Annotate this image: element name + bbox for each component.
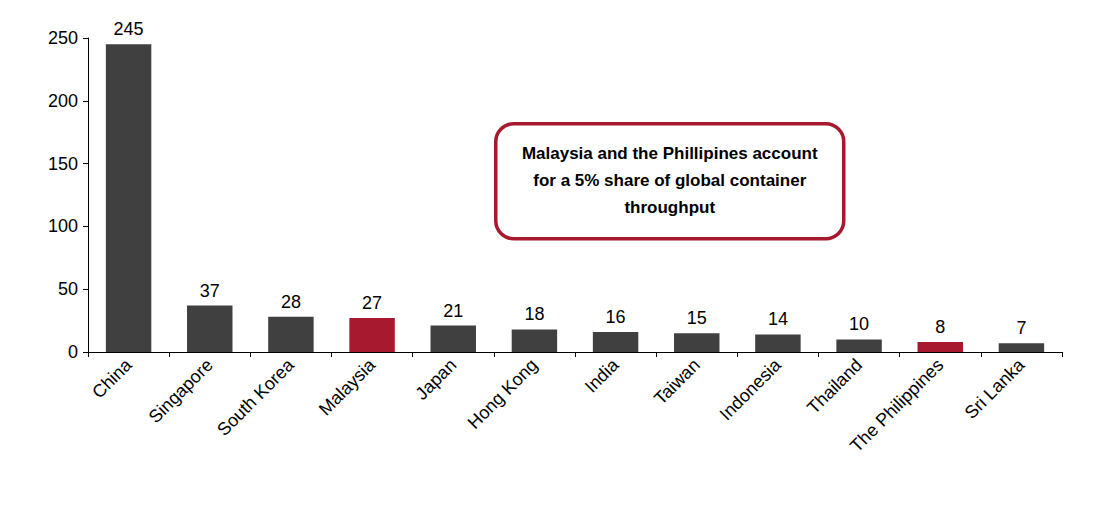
svg-text:South Korea: South Korea [213,355,298,440]
svg-text:200: 200 [48,91,78,111]
svg-text:0: 0 [68,342,78,362]
svg-text:China: China [88,355,135,402]
svg-text:Taiwan: Taiwan [650,355,704,409]
svg-text:14: 14 [768,309,788,329]
svg-text:8: 8 [935,317,945,337]
svg-text:50: 50 [58,279,78,299]
svg-text:7: 7 [1016,318,1026,338]
svg-text:Singapore: Singapore [145,355,217,427]
svg-text:28: 28 [281,292,301,312]
svg-text:Japan: Japan [412,355,461,404]
svg-text:throughput: throughput [624,198,715,217]
svg-text:Indonesia: Indonesia [716,355,785,424]
svg-text:The Philippines: The Philippines [846,355,947,456]
svg-text:250: 250 [48,28,78,48]
svg-text:150: 150 [48,154,78,174]
svg-text:18: 18 [524,304,544,324]
svg-text:245: 245 [114,19,144,39]
svg-text:16: 16 [606,307,626,327]
svg-text:Malaysia and the Phillipines a: Malaysia and the Phillipines account [522,144,818,163]
svg-text:15: 15 [687,308,707,328]
svg-text:Malaysia: Malaysia [315,355,379,419]
svg-text:10: 10 [849,314,869,334]
svg-text:for a 5% share of global conta: for a 5% share of global container [529,171,811,190]
svg-text:Thailand: Thailand [803,355,866,418]
svg-text:27: 27 [362,293,382,313]
svg-text:Sri Lanka: Sri Lanka [961,355,1029,423]
svg-text:21: 21 [443,301,463,321]
svg-text:Hong Kong: Hong Kong [464,355,542,433]
svg-text:India: India [581,355,623,397]
svg-text:37: 37 [200,281,220,301]
svg-text:100: 100 [48,216,78,236]
